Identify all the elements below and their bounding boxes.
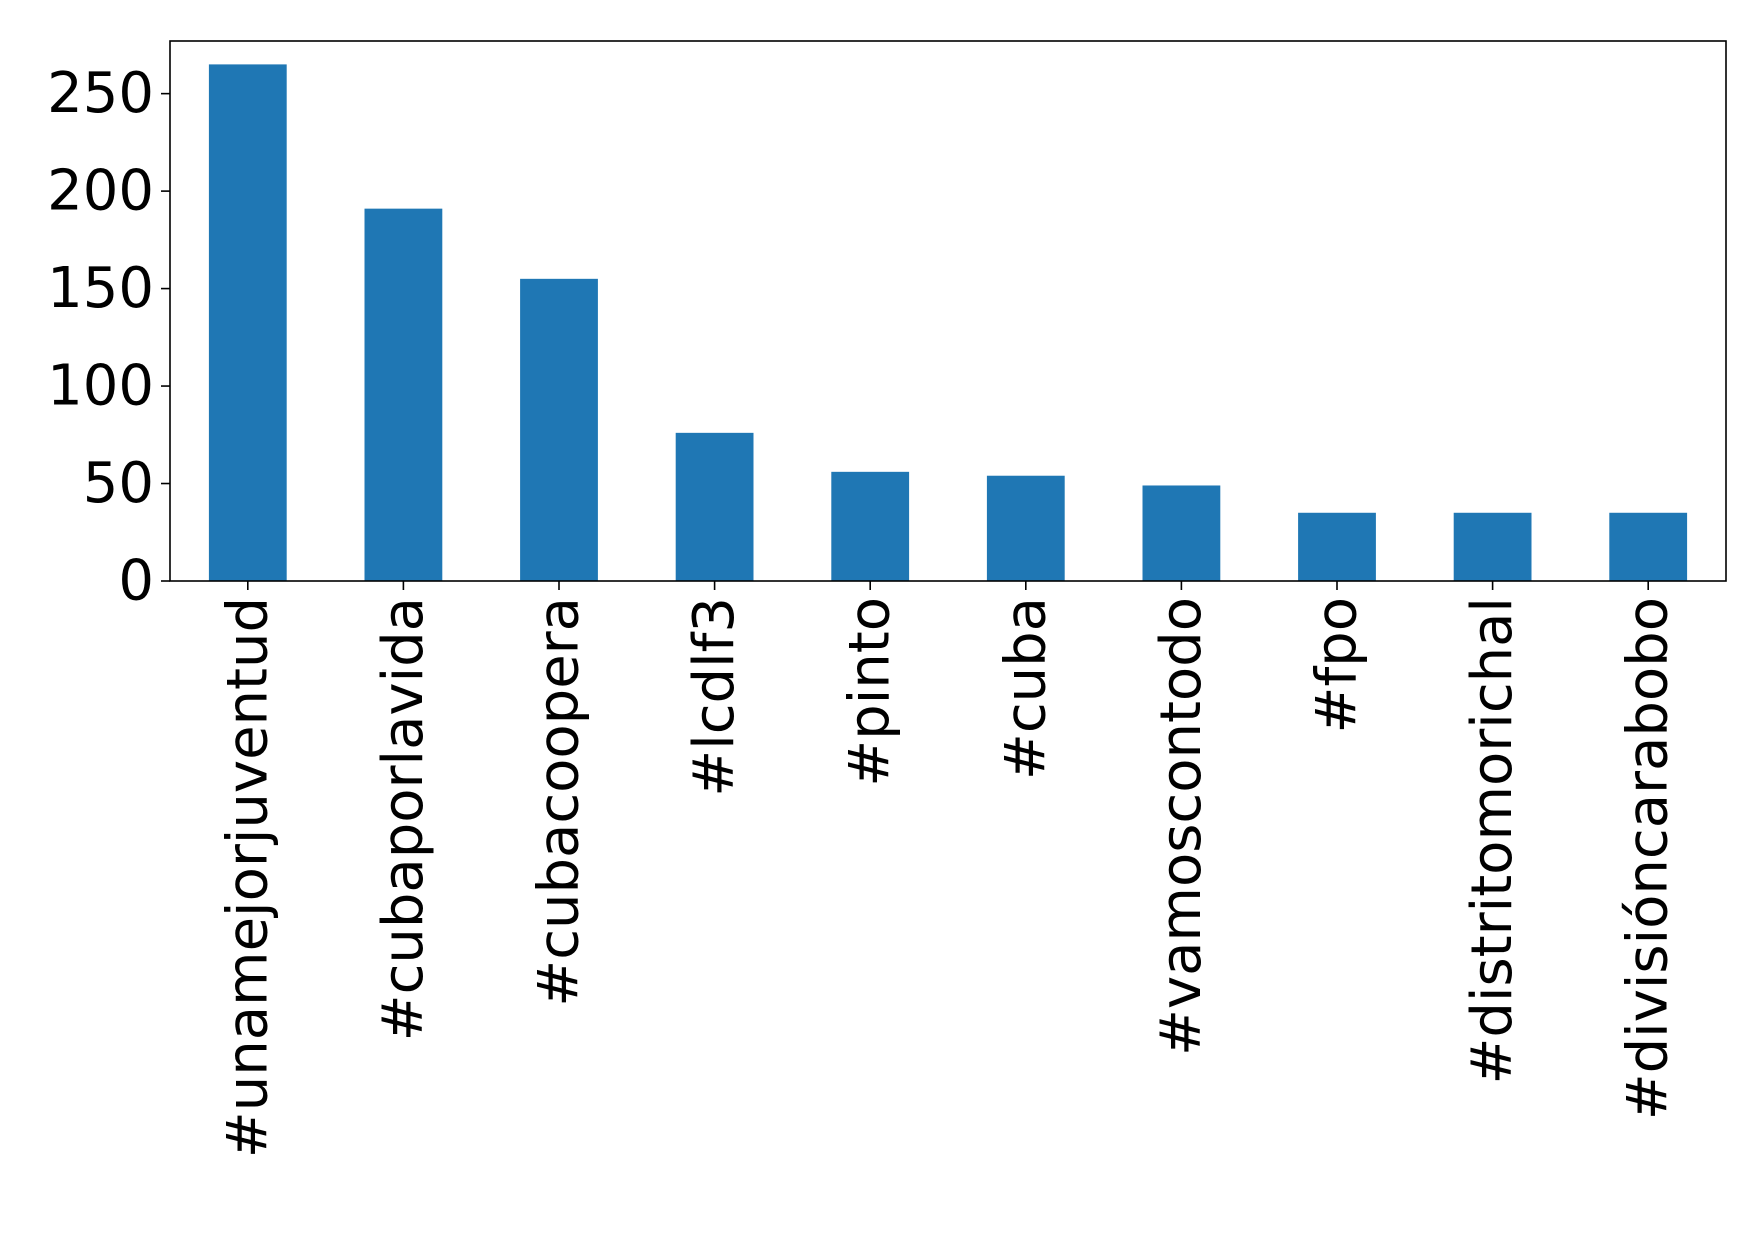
bar-7 [1298, 512, 1376, 581]
bar-2 [520, 278, 598, 581]
y-tick-label-5: 250 [47, 61, 154, 126]
bar-5 [986, 475, 1065, 581]
y-tick-label-1: 50 [83, 451, 154, 516]
x-axis: #unamejorjuventud #cubaporlavida #cubacoop… [215, 581, 1681, 1158]
x-tick-label-3: #lcdlf3 [682, 597, 747, 797]
bar-0 [208, 64, 287, 581]
y-tick-label-4: 200 [47, 159, 154, 224]
x-tick-label-1: #cubaporlavida [371, 597, 436, 1041]
y-axis: 0 50 100 150 200 250 [47, 61, 170, 614]
bar-3 [675, 432, 754, 581]
y-tick-label-0: 0 [118, 549, 154, 614]
bar-4 [831, 471, 910, 581]
x-tick-label-4: #pinto [838, 597, 903, 787]
plot-frame [169, 40, 1727, 582]
x-tick-label-7: #fpo [1305, 597, 1370, 733]
x-tick-label-6: #vamoscontodo [1149, 597, 1214, 1056]
bars [208, 64, 1688, 581]
bar-1 [364, 208, 443, 581]
bar-9 [1609, 512, 1688, 581]
x-tick-label-0: #unamejorjuventud [215, 597, 280, 1158]
bar-6 [1142, 485, 1221, 581]
y-tick-label-2: 100 [47, 354, 154, 419]
x-tick-label-8: #distritomorichal [1460, 597, 1525, 1085]
x-tick-label-9: #divisióncarabobo [1616, 597, 1681, 1120]
x-tick-label-5: #cuba [993, 597, 1058, 780]
y-tick-label-3: 150 [47, 256, 154, 321]
x-tick-label-2: #cubacoopera [527, 597, 592, 1007]
bar-8 [1453, 512, 1532, 581]
